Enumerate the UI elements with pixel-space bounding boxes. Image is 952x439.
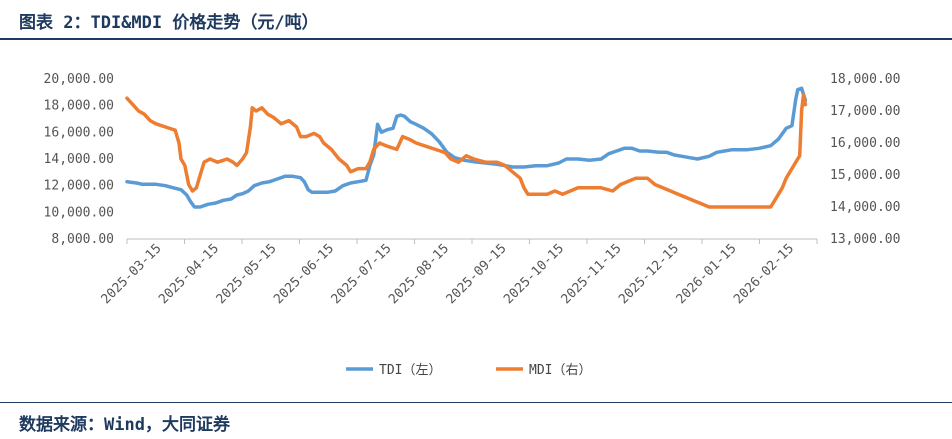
x-tick-label: 2025-08-15 [386, 241, 452, 307]
left-tick-label: 14,000.00 [44, 152, 114, 167]
footer-divider [0, 402, 952, 403]
tdi-series-line [125, 86, 808, 209]
right-tick-label: 18,000.00 [830, 72, 900, 87]
left-tick-label: 10,000.00 [44, 205, 114, 220]
x-tick-label: 2025-12-15 [616, 241, 682, 307]
x-tick-label: 2025-04-15 [156, 241, 222, 307]
tdi-legend-label: TDI（左） [379, 363, 441, 378]
right-tick-label: 13,000.00 [830, 232, 900, 247]
chart-header: 图表 2：TDI&MDI 价格走势（元/吨） [0, 0, 952, 37]
chart-legend: TDI（左） MDI（右） [346, 363, 591, 378]
price-line-chart: 8,000.00 10,000.00 12,000.00 14,000.00 16,00… [44, 72, 901, 378]
right-tick-label: 14,000.00 [830, 200, 900, 215]
right-y-axis: 13,000.00 14,000.00 15,000.00 16,000.00 17,0… [830, 72, 900, 247]
left-tick-label: 20,000.00 [44, 72, 114, 87]
right-tick-label: 17,000.00 [830, 104, 900, 119]
x-axis: 2025-03-152025-04-152025-05-152025-06-15… [99, 238, 818, 307]
series-layer [125, 86, 808, 209]
source-note: 数据来源：Wind，大同证券 [19, 415, 230, 435]
x-tick-label: 2025-03-15 [99, 241, 165, 307]
header-divider [0, 38, 952, 40]
left-y-axis: 8,000.00 10,000.00 12,000.00 14,000.00 16,00… [44, 72, 114, 247]
x-tick-label: 2025-06-15 [271, 241, 337, 307]
mdi-series-line [125, 93, 808, 209]
left-tick-label: 8,000.00 [51, 232, 114, 247]
x-tick-label: 2026-01-15 [674, 241, 740, 307]
x-tick-label: 2026-02-15 [731, 241, 797, 307]
x-tick-label: 2025-05-15 [214, 241, 280, 307]
right-tick-label: 15,000.00 [830, 168, 900, 183]
x-tick-label: 2025-11-15 [559, 241, 625, 307]
left-tick-label: 18,000.00 [44, 99, 114, 114]
x-tick-label: 2025-10-15 [501, 241, 567, 307]
x-tick-label: 2025-09-15 [444, 241, 510, 307]
right-tick-label: 16,000.00 [830, 136, 900, 151]
x-tick-label: 2025-07-15 [329, 241, 395, 307]
left-tick-label: 16,000.00 [44, 125, 114, 140]
figure-title: 图表 2：TDI&MDI 价格走势（元/吨） [19, 13, 319, 33]
left-tick-label: 12,000.00 [44, 179, 114, 194]
mdi-legend-label: MDI（右） [529, 363, 591, 378]
